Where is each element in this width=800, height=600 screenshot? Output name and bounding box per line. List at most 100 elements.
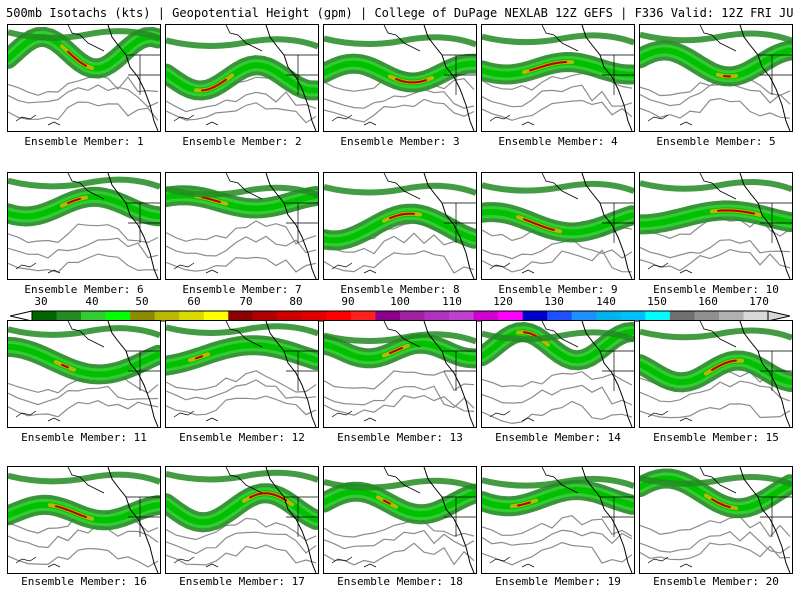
header-sep — [548, 6, 555, 20]
map-svg — [482, 321, 634, 427]
height-contour — [640, 516, 791, 538]
isotach-max — [395, 78, 427, 84]
scale-swatch — [718, 311, 744, 321]
coastline — [581, 321, 633, 427]
scale-swatch — [694, 311, 720, 321]
ensemble-caption-14: Ensemble Member: 14 — [495, 431, 621, 444]
ensemble-caption-19: Ensemble Member: 19 — [495, 575, 621, 588]
map-svg — [8, 321, 160, 427]
isotach-max — [389, 346, 403, 355]
island-outline — [331, 262, 377, 274]
coastline — [739, 173, 791, 279]
coastline — [265, 321, 317, 427]
ensemble-caption-3: Ensemble Member: 3 — [340, 135, 460, 148]
coastline — [107, 173, 159, 279]
island-outline — [173, 410, 219, 422]
height-contour — [482, 529, 633, 546]
header-run-info: 12Z GEFS | F336 Valid: 12Z FRI JUN 06 20… — [555, 6, 794, 20]
height-contour — [324, 250, 475, 274]
coastline — [67, 467, 105, 494]
isotach-secondary — [8, 176, 160, 190]
ensemble-panel-18 — [323, 466, 477, 574]
height-contour — [8, 523, 159, 549]
island-outline — [173, 262, 219, 274]
map-svg — [324, 321, 476, 427]
coastline — [107, 25, 159, 131]
height-contour — [166, 91, 317, 113]
height-contour — [166, 102, 317, 124]
color-scale-bar — [9, 307, 791, 322]
political-border — [600, 350, 634, 391]
height-contour — [166, 256, 317, 273]
ensemble-panel-19 — [481, 466, 635, 574]
political-border — [758, 54, 792, 95]
height-contour — [166, 370, 317, 393]
height-contour — [8, 74, 159, 96]
island-outline — [489, 114, 535, 126]
ensemble-panel-11 — [7, 320, 161, 428]
map-svg — [8, 467, 160, 573]
scale-label-140: 140 — [596, 295, 616, 308]
coastline — [225, 321, 263, 348]
scale-swatch — [547, 311, 573, 321]
height-contour — [166, 379, 317, 401]
ensemble-caption-11: Ensemble Member: 11 — [21, 431, 147, 444]
height-contour — [324, 519, 475, 538]
isotach-max — [711, 498, 731, 509]
map-svg — [324, 467, 476, 573]
scale-swatch — [669, 311, 695, 321]
height-contour — [482, 249, 633, 273]
scale-swatch — [228, 311, 254, 321]
political-border — [758, 496, 792, 537]
map-svg — [640, 25, 792, 131]
island-outline — [489, 556, 535, 568]
height-contour — [640, 97, 791, 119]
political-border — [600, 202, 634, 243]
isotach-secondary — [324, 331, 476, 345]
height-contour — [324, 88, 475, 109]
height-contour — [324, 542, 475, 566]
scale-swatch — [449, 311, 474, 321]
coastline — [541, 173, 579, 200]
scale-swatch — [179, 311, 205, 321]
coastline — [699, 25, 737, 52]
scale-swatch — [571, 311, 597, 321]
chart-header: 500mb Isotachs (kts) | Geopotential Heig… — [6, 5, 794, 21]
political-border — [442, 350, 476, 391]
isotach-max — [523, 218, 555, 231]
scale-swatch — [32, 311, 57, 321]
height-contour — [482, 238, 633, 260]
ensemble-panel-15 — [639, 320, 793, 428]
scale-swatch — [522, 311, 548, 321]
ensemble-caption-10: Ensemble Member: 10 — [653, 283, 779, 296]
scale-swatch — [252, 311, 278, 321]
height-contour — [166, 531, 317, 555]
political-border — [126, 202, 160, 243]
color-scale-labels: 30 40 50 60 70 80 90 100 110 120 130 140… — [0, 296, 800, 308]
coastline — [739, 321, 791, 427]
isotach-secondary — [8, 471, 160, 485]
political-border — [442, 496, 476, 537]
political-border — [758, 350, 792, 391]
coastline — [67, 173, 105, 200]
scale-label-160: 160 — [698, 295, 718, 308]
island-outline — [173, 114, 219, 126]
ensemble-caption-18: Ensemble Member: 18 — [337, 575, 463, 588]
political-border — [600, 496, 634, 537]
coastline — [383, 25, 421, 52]
height-contour — [166, 544, 317, 566]
map-svg — [166, 467, 318, 573]
height-contour — [324, 232, 475, 255]
island-outline — [647, 410, 693, 422]
height-contour — [640, 542, 791, 561]
scale-label-170: 170 — [749, 295, 769, 308]
isotach-secondary — [8, 325, 160, 339]
island-outline — [647, 262, 693, 274]
map-svg — [640, 173, 792, 279]
scale-swatch — [130, 311, 155, 321]
ensemble-caption-16: Ensemble Member: 16 — [21, 575, 147, 588]
height-contour — [8, 400, 159, 418]
scale-swatch — [473, 311, 499, 321]
map-svg — [640, 321, 792, 427]
isotach-secondary — [166, 323, 318, 337]
